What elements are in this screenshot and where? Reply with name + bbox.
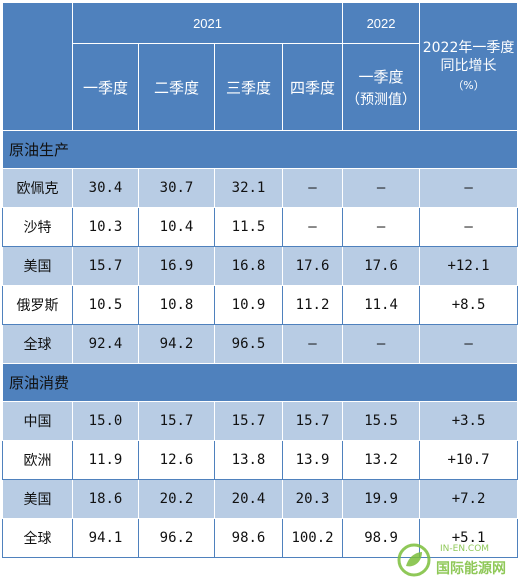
cell-name: 欧洲 [2, 440, 73, 480]
section-consumption-title: 原油消费 [1, 363, 519, 402]
header-year-row: 2021 2022 2022年一季度同比增长 （%） [2, 2, 519, 131]
q4-header: 四季度 [281, 43, 344, 131]
cell-q1-2022: – [342, 324, 421, 364]
cell-name: 美国 [2, 246, 73, 286]
table-row: 俄罗斯 10.5 10.8 10.9 11.2 11.4 +8.5 [2, 285, 519, 325]
cell-q2: 16.9 [138, 246, 215, 286]
cell-q1-2022: 15.5 [342, 401, 421, 441]
cell-q1-2022: 98.9 [342, 518, 421, 558]
table-row: 美国 18.6 20.2 20.4 20.3 19.9 +7.2 [2, 479, 519, 519]
q1-2022-header: 一季度 （预测值） [342, 43, 421, 131]
cell-name: 全球 [2, 518, 73, 558]
cell-q1: 10.3 [72, 207, 139, 247]
cell-q1-2022: – [342, 207, 421, 247]
cell-q2: 15.7 [138, 401, 215, 441]
cell-q2: 96.2 [138, 518, 215, 558]
watermark-site: IN-EN.COM [440, 544, 490, 554]
cell-growth: +5.1 [419, 518, 519, 558]
cell-q3: 32.1 [214, 168, 283, 208]
table-row: 沙特 10.3 10.4 11.5– – – [2, 207, 519, 247]
consumption-rows: 中国 15.0 15.7 15.7 15.7 15.5 +3.5 欧洲 11.9 12.6 13.8… [2, 401, 519, 558]
cell-growth: +10.7 [419, 440, 519, 480]
cell-q2: 10.4 [138, 207, 215, 247]
corner-cell [2, 2, 73, 131]
section-consumption-row: 原油消费 [1, 363, 519, 402]
cell-name: 欧佩克 [2, 168, 73, 208]
cell-q4: – [281, 168, 344, 208]
cell-q3: 13.8 [214, 440, 283, 480]
cell-q2: 94.2 [138, 324, 215, 364]
cell-q4: 17.6 [281, 246, 344, 286]
year-2021-header: 2021 [71, 2, 344, 44]
q2-header: 二季度 [138, 43, 215, 131]
cell-q1-2022: 19.9 [342, 479, 421, 519]
table-row: 美国 15.7 16.9 16.8 17.6 17.6 +12.1 [2, 246, 519, 286]
cell-q1-2022: – [342, 168, 421, 208]
q1-header: 一季度 [72, 43, 139, 131]
cell-q1: 94.1 [72, 518, 139, 558]
cell-q3: 15.7 [214, 401, 283, 441]
cell-q3: 98.6 [214, 518, 283, 558]
oil-data-table: 2021 2022 2022年一季度同比增长 （%） 一季度 二季度 三季度 四… [1, 2, 519, 558]
cell-q1: 30.4 [72, 168, 139, 208]
watermark-logo: IN-EN.COM 国际能源网 [396, 542, 516, 582]
cell-q1: 92.4 [72, 324, 139, 364]
section-production-row: 原油生产 [1, 130, 519, 169]
cell-q1-2022: 11.4 [342, 285, 421, 325]
growth-header: 2022年一季度同比增长 （%） [419, 2, 519, 131]
cell-q3: 20.4 [214, 479, 283, 519]
q1-2022-note: （预测值） [346, 91, 417, 108]
cell-q2: 10.8 [138, 285, 215, 325]
cell-q4: – [281, 207, 344, 247]
growth-title: 2022年一季度同比增长 [422, 39, 515, 74]
table-row: 全球 94.1 96.2 98.6 100.2 98.9 +5.1 [2, 518, 519, 558]
cell-q1: 15.7 [72, 246, 139, 286]
cell-q1-2022: 17.6 [342, 246, 421, 286]
cell-q3: 10.9 [214, 285, 283, 325]
q1-2022-label: 一季度 [358, 67, 404, 86]
cell-name: 俄罗斯 [2, 285, 73, 325]
table-row: 全球 92.4 94.2 96.5– – – [2, 324, 519, 364]
cell-q3: 16.8 [214, 246, 283, 286]
growth-unit: （%） [452, 78, 485, 92]
cell-q2: 20.2 [138, 479, 215, 519]
header-quarter-row: 一季度 二季度 三季度 四季度 一季度 （预测值） [3, 43, 518, 131]
cell-q3: 96.5 [214, 324, 283, 364]
cell-q1: 11.9 [72, 440, 139, 480]
cell-name: 全球 [2, 324, 73, 364]
cell-name: 中国 [2, 401, 73, 441]
table-row: 中国 15.0 15.7 15.7 15.7 15.5 +3.5 [2, 401, 519, 441]
cell-growth: +8.5 [419, 285, 519, 325]
cell-q1: 10.5 [72, 285, 139, 325]
cell-q4: – [281, 324, 344, 364]
cell-growth: +3.5 [419, 401, 519, 441]
cell-growth: – [419, 168, 519, 208]
table-row: 欧洲 11.9 12.6 13.8 13.9 13.2 +10.7 [2, 440, 519, 480]
cell-q4: 11.2 [281, 285, 344, 325]
cell-q4: 100.2 [281, 518, 344, 558]
cell-name: 沙特 [2, 207, 73, 247]
cell-growth: – [419, 324, 519, 364]
year-2022-header: 2022 [342, 2, 421, 44]
cell-growth: +12.1 [419, 246, 519, 286]
watermark-text: 国际能源网 [436, 561, 506, 577]
cell-q4: 20.3 [281, 479, 344, 519]
q3-header: 三季度 [214, 43, 283, 131]
cell-q4: 15.7 [281, 401, 344, 441]
cell-q1: 15.0 [72, 401, 139, 441]
cell-name: 美国 [2, 479, 73, 519]
cell-growth: +7.2 [419, 479, 519, 519]
cell-q3: 11.5 [214, 207, 283, 247]
table-row: 欧佩克 30.4 30.7 32.1– – – [2, 168, 519, 208]
section-production-title: 原油生产 [1, 130, 519, 169]
production-rows: 欧佩克 30.4 30.7 32.1– – – 沙特 10.3 10.4 11.5– – – 美国 15.… [2, 168, 519, 364]
cell-q2: 12.6 [138, 440, 215, 480]
leaf-icon [397, 543, 431, 577]
cell-q2: 30.7 [138, 168, 215, 208]
cell-q4: 13.9 [281, 440, 344, 480]
cell-q1-2022: 13.2 [342, 440, 421, 480]
cell-growth: – [419, 207, 519, 247]
cell-q1: 18.6 [72, 479, 139, 519]
